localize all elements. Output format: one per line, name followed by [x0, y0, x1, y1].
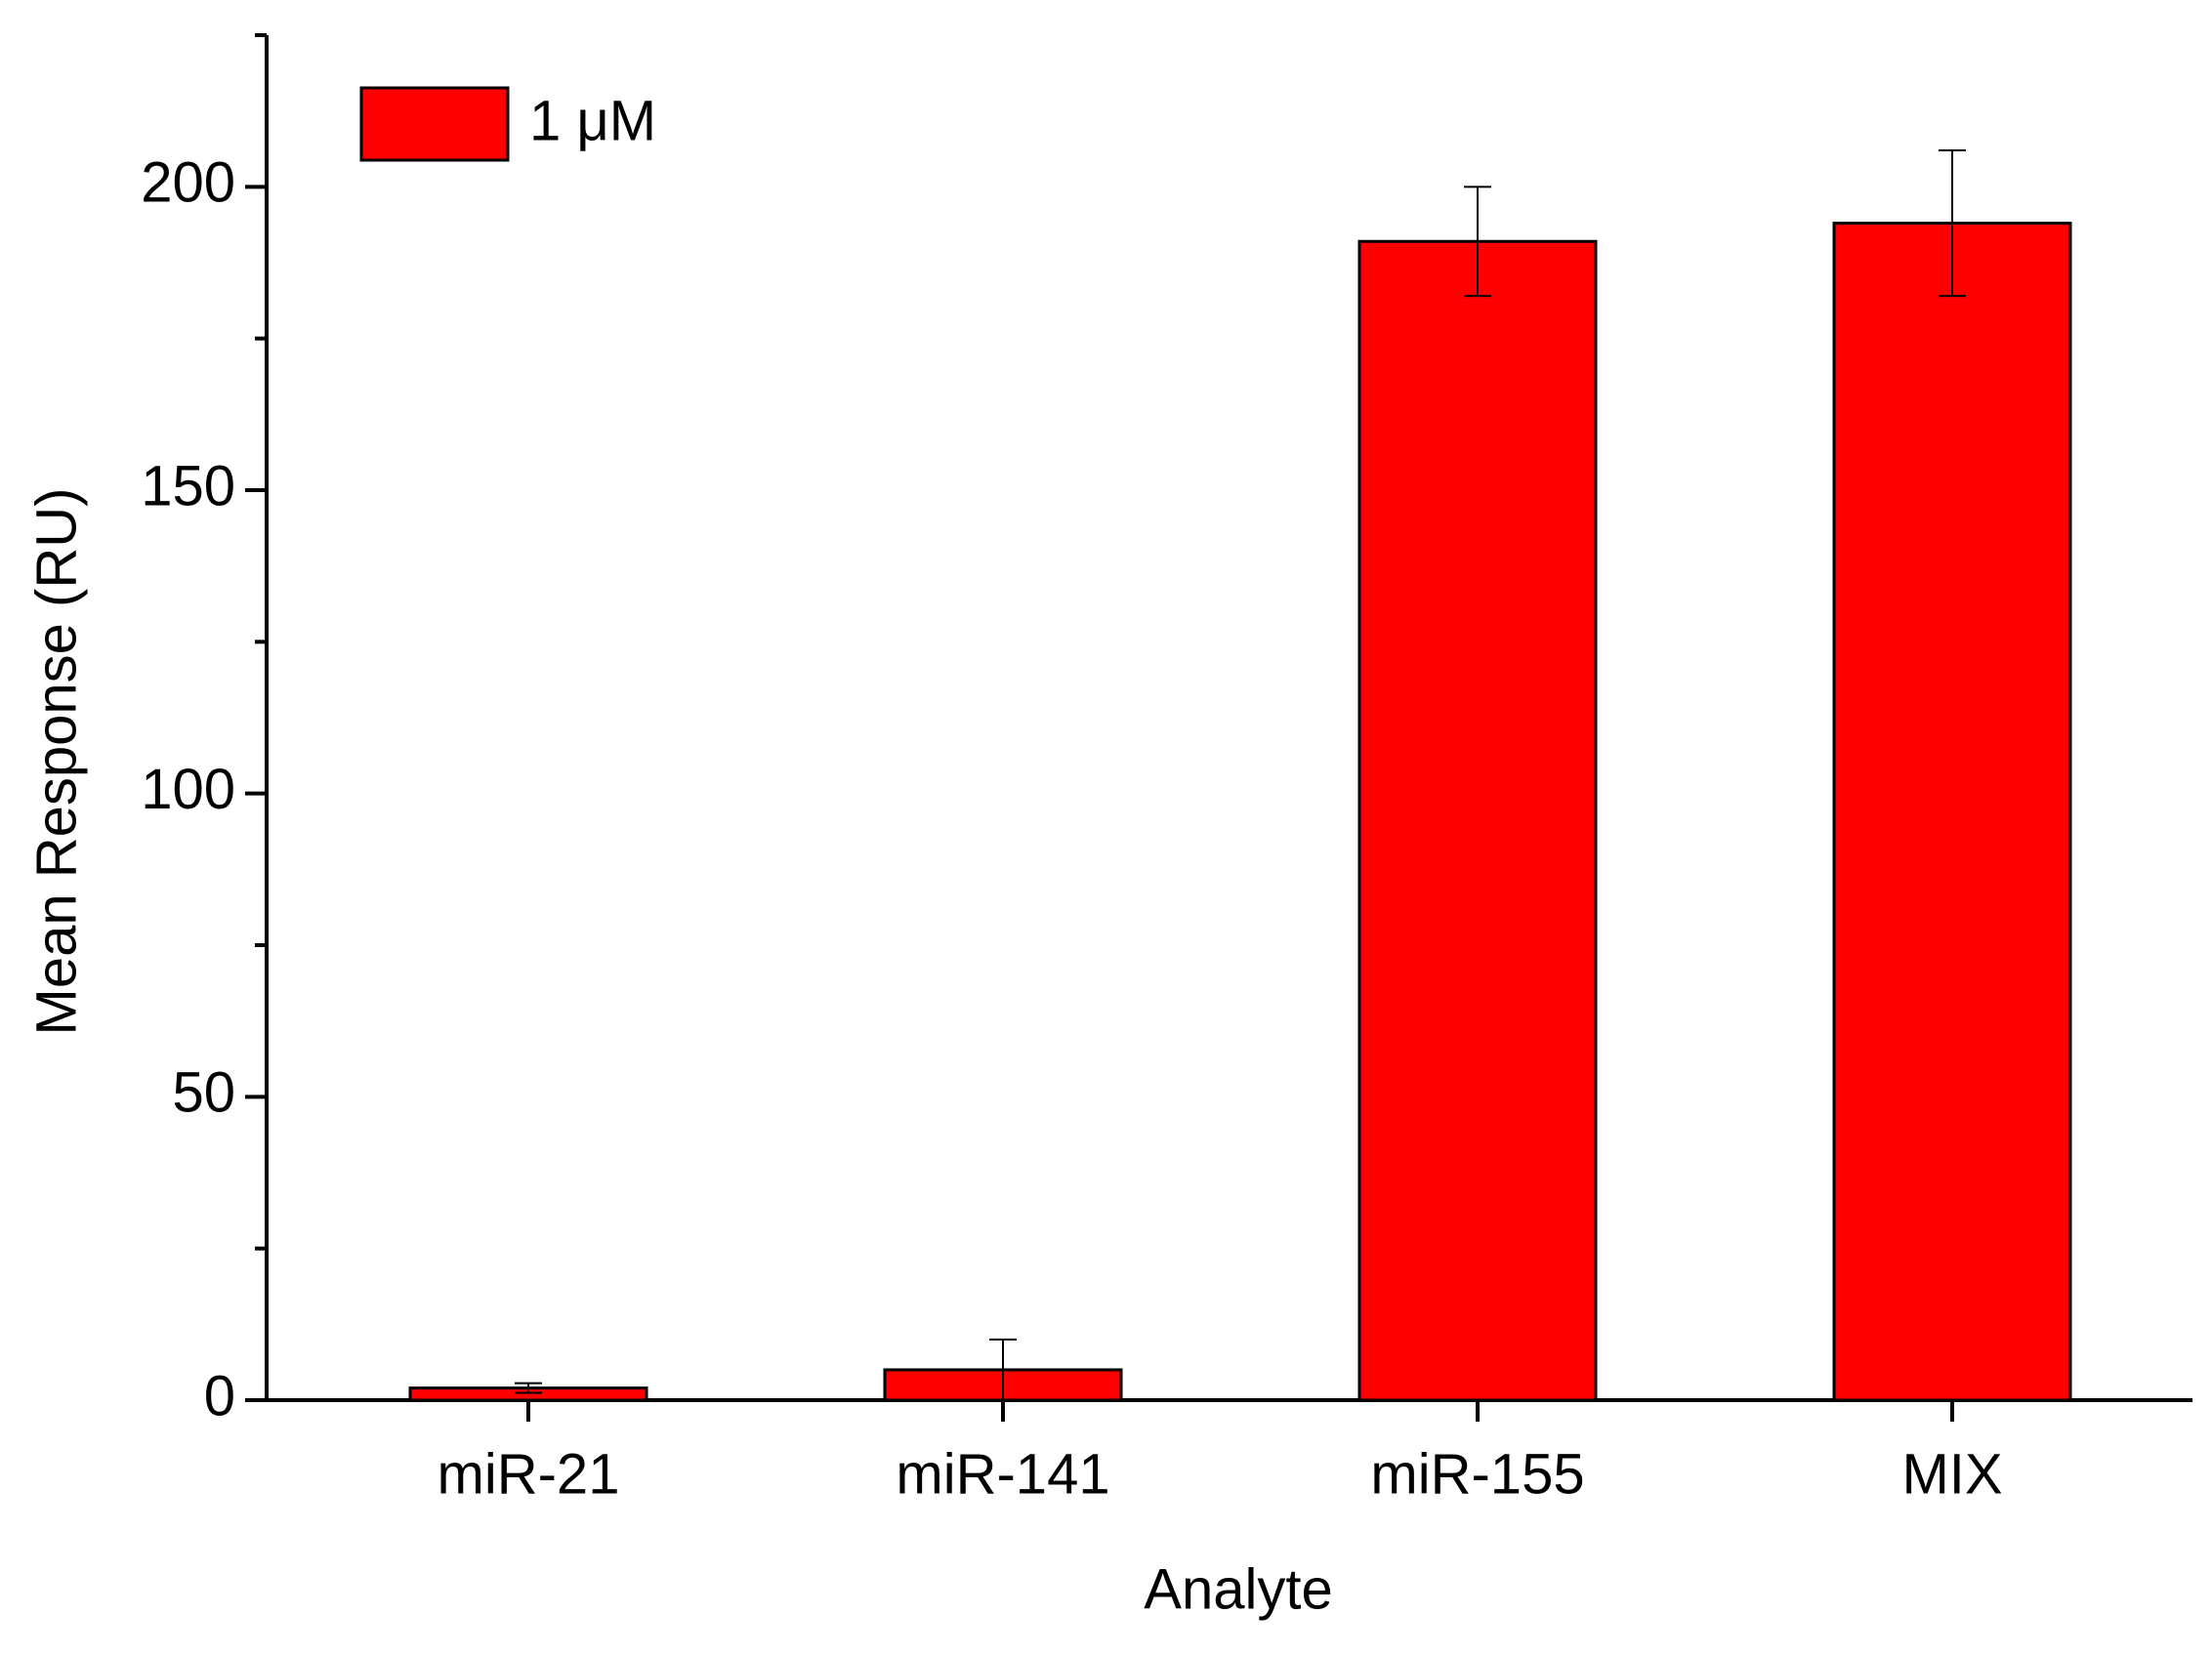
y-tick-label: 200 — [141, 151, 235, 215]
x-axis-label: Analyte — [1144, 1557, 1332, 1621]
x-tick-label: miR-155 — [1370, 1442, 1584, 1506]
y-tick-label: 150 — [141, 454, 235, 517]
x-tick-label: MIX — [1901, 1442, 2002, 1506]
x-tick-label: miR-141 — [896, 1442, 1109, 1506]
x-tick-label: miR-21 — [438, 1442, 620, 1506]
y-axis-label: Mean Response (RU) — [24, 488, 88, 1036]
bar — [1357, 239, 1598, 1402]
y-tick-label: 100 — [141, 758, 235, 821]
legend-swatch — [359, 86, 510, 162]
y-tick-label: 50 — [172, 1061, 235, 1125]
legend-label: 1 μM — [529, 89, 656, 152]
bar — [1832, 222, 2072, 1402]
y-tick-label: 0 — [204, 1364, 235, 1427]
